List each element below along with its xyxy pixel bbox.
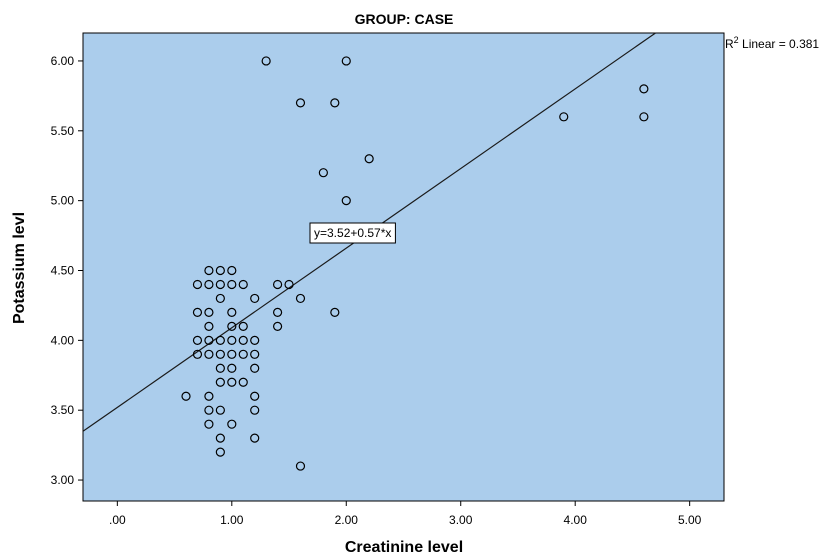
data-point [250,335,260,345]
data-point [204,321,214,331]
data-point [227,419,237,429]
data-point [227,265,237,276]
data-point [261,56,271,66]
x-tick-label: .00 [109,513,126,527]
data-point [250,349,260,359]
data-point [250,391,260,401]
y-tick-label: 5.50 [51,124,75,138]
data-point [227,335,237,345]
x-tick-label: 3.00 [449,513,473,527]
data-point [192,279,203,290]
r2-annotation: R2 Linear = 0.381 [725,35,819,51]
y-tick-label: 3.00 [51,473,75,487]
data-point [192,335,203,345]
y-tick-label: 4.00 [51,333,75,347]
data-point [215,279,225,290]
data-point [330,307,340,318]
data-point [250,293,260,304]
data-point [318,168,328,178]
data-point [238,335,248,345]
data-point [250,363,260,373]
data-point [215,293,225,304]
y-tick-label: 5.00 [51,194,75,208]
data-point [227,363,237,373]
data-point [204,279,214,290]
r2-superscript: 2 [734,35,739,45]
data-point [559,112,569,122]
equation-box-frame [309,222,396,244]
data-point [192,307,203,318]
data-point [330,98,340,108]
data-point [215,405,225,415]
data-point [204,349,214,359]
x-tick-label: 4.00 [564,513,588,527]
y-tick-label: 4.50 [51,263,75,277]
data-point [215,349,225,359]
data-point [204,405,214,415]
plot-area [82,32,725,502]
equation-label: y=3.52+0.57*x [314,226,391,240]
data-point [238,321,248,331]
data-point [238,279,248,290]
data-point [215,433,225,443]
data-point [204,391,214,401]
data-point [181,391,191,401]
data-point [215,265,225,276]
data-point [364,154,374,164]
data-point [227,307,237,318]
data-point [192,349,203,359]
equation-box: y=3.52+0.57*x [309,222,396,244]
data-point [295,98,306,108]
data-point [215,335,225,345]
axes: .00 1.00 2.00 3.00 4.00 5.00 3.00 3.50 4.00 4.50 5… [51,54,702,527]
data-point [272,279,283,290]
data-point [250,433,260,443]
x-tick-label: 5.00 [678,513,702,527]
data-point [238,349,248,359]
data-point [272,321,283,331]
data-point [215,377,225,387]
data-point [227,279,237,290]
data-point [272,307,283,318]
data-point [215,447,225,457]
data-point [227,349,237,359]
data-point [238,377,248,387]
data-points [181,56,649,471]
data-point [250,405,260,415]
y-axis-label: Potassium levl [11,212,28,324]
data-point [341,196,351,206]
data-point [215,363,225,373]
x-axis-label: Creatinine level [345,539,463,555]
x-tick-label: 1.00 [220,513,244,527]
data-point [204,307,214,318]
data-point [284,279,294,290]
data-point [204,419,214,429]
chart-title: GROUP: CASE [355,11,454,27]
data-point [227,377,237,387]
data-point [204,265,214,276]
data-point [639,112,649,122]
data-point [227,321,237,331]
r2-prefix: R [725,37,734,51]
data-point [341,56,351,66]
data-point [204,335,214,345]
data-point [639,84,649,94]
r2-text: Linear = 0.381 [739,37,820,51]
data-point [295,293,306,304]
data-point [295,461,306,471]
y-tick-label: 3.50 [51,403,75,417]
y-tick-label: 6.00 [51,54,75,68]
x-tick-label: 2.00 [335,513,359,527]
